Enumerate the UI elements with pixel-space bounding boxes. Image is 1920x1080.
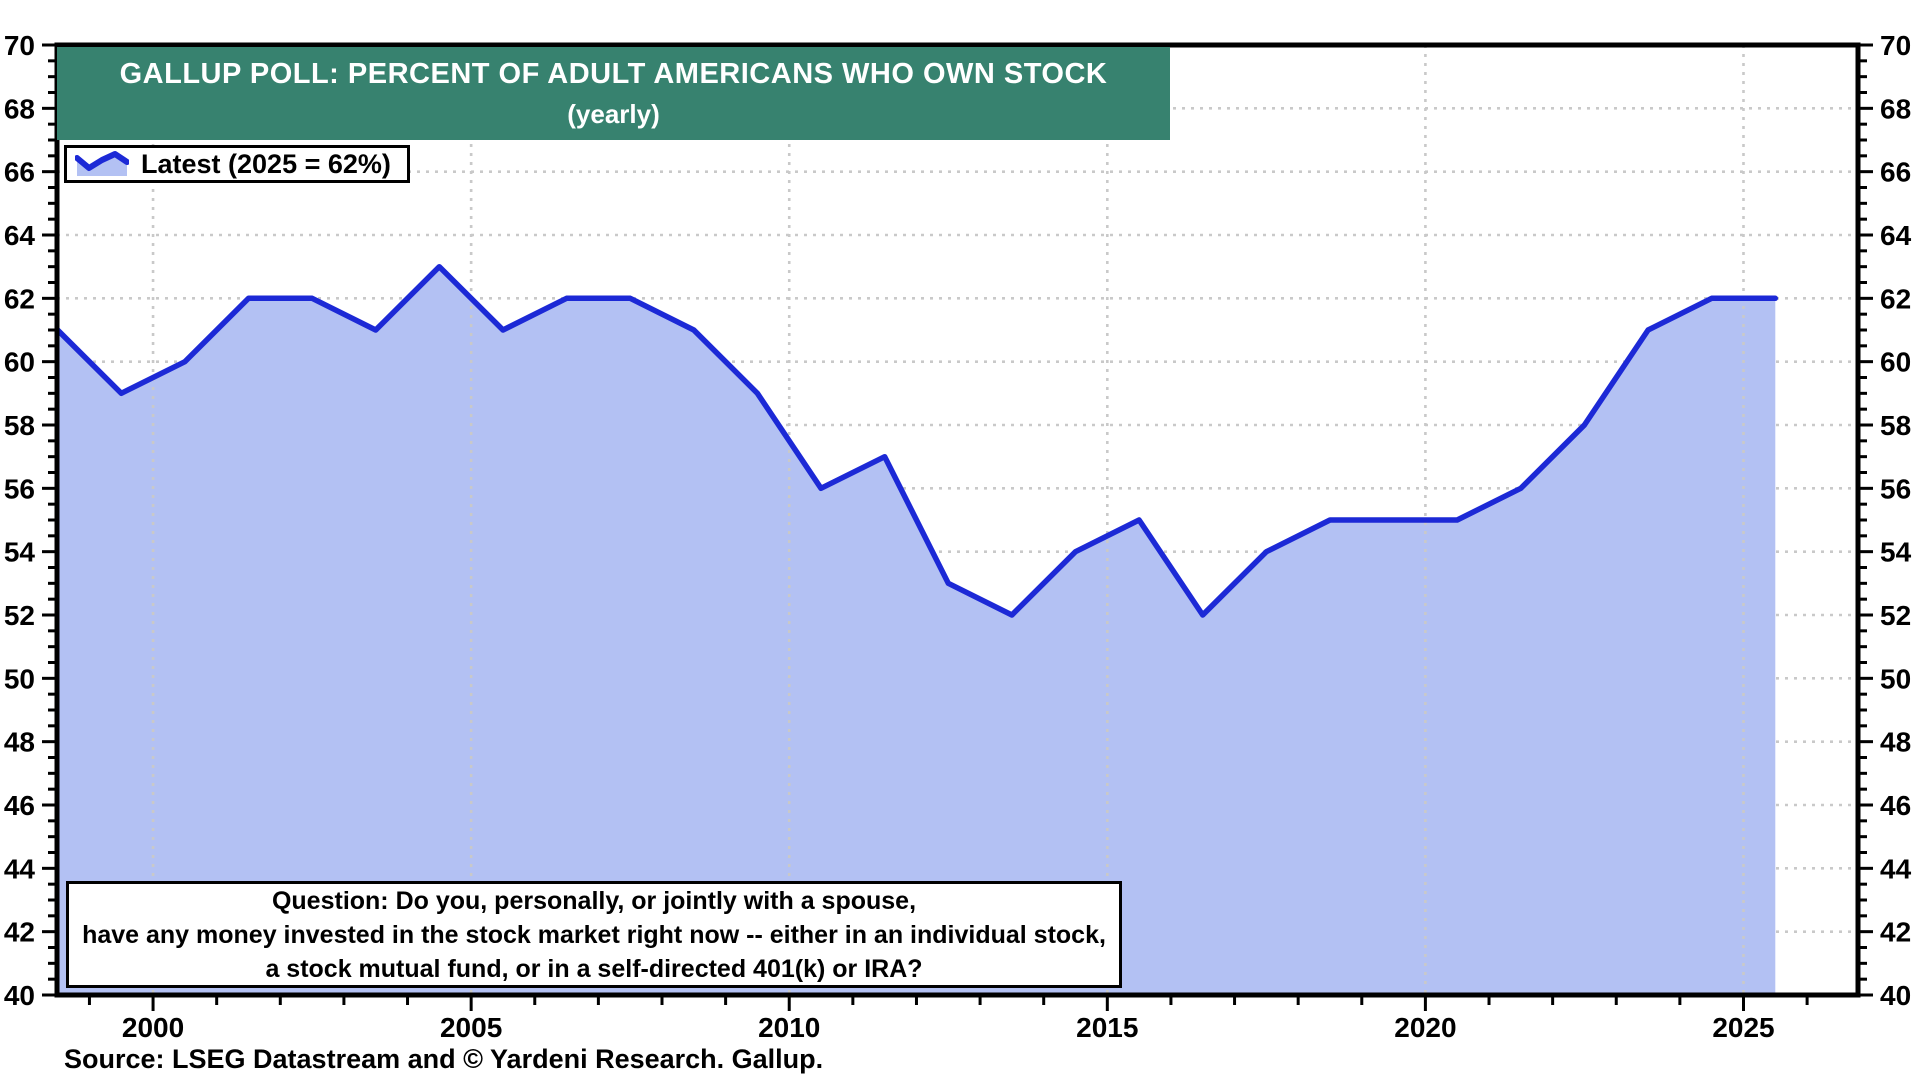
y-axis-label-left: 70 <box>4 30 35 61</box>
y-axis-label-left: 50 <box>4 663 35 694</box>
y-axis-label-left: 46 <box>4 790 35 821</box>
survey-question-box: Question: Do you, personally, or jointly… <box>66 881 1122 988</box>
y-axis-label-right: 68 <box>1880 93 1911 124</box>
y-axis-label-right: 56 <box>1880 473 1911 504</box>
x-axis-label: 2000 <box>122 1012 184 1043</box>
series-line <box>54 263 1779 618</box>
x-axis-label: 2010 <box>758 1012 820 1043</box>
y-axis-label-left: 64 <box>4 220 36 251</box>
y-axis-label-left: 66 <box>4 157 35 188</box>
legend: Latest (2025 = 62%) <box>64 145 410 183</box>
legend-label: Latest (2025 = 62%) <box>141 148 391 179</box>
y-axis-label-right: 60 <box>1880 347 1911 378</box>
chart-title: GALLUP POLL: PERCENT OF ADULT AMERICANS … <box>119 57 1108 90</box>
y-axis-label-right: 48 <box>1880 727 1911 758</box>
x-axis-label: 2020 <box>1394 1012 1456 1043</box>
y-axis-label-left: 48 <box>4 727 35 758</box>
y-axis-label-right: 52 <box>1880 600 1911 631</box>
y-axis-label-left: 68 <box>4 93 35 124</box>
x-axis-label: 2015 <box>1076 1012 1138 1043</box>
y-axis-label-left: 52 <box>4 600 35 631</box>
source-attribution: Source: LSEG Datastream and © Yardeni Re… <box>64 1044 824 1074</box>
y-axis-label-right: 42 <box>1880 917 1911 948</box>
legend-line-marker-icon <box>75 151 129 176</box>
y-axis-label-right: 40 <box>1880 980 1911 1011</box>
y-axis-label-right: 66 <box>1880 157 1911 188</box>
x-axis-label: 2005 <box>440 1012 502 1043</box>
chart-subtitle: (yearly) <box>567 98 660 129</box>
y-axis-label-right: 50 <box>1880 663 1911 694</box>
chart-title-banner: GALLUP POLL: PERCENT OF ADULT AMERICANS … <box>57 47 1170 140</box>
y-axis-label-left: 54 <box>4 537 36 568</box>
y-axis-label-right: 70 <box>1880 30 1911 61</box>
x-axis-label: 2025 <box>1712 1012 1774 1043</box>
y-axis-label-left: 60 <box>4 347 35 378</box>
y-axis-label-left: 42 <box>4 917 35 948</box>
question-line-2: have any money invested in the stock mar… <box>82 920 1106 949</box>
y-axis-label-right: 44 <box>1880 853 1912 884</box>
y-axis-label-right: 46 <box>1880 790 1911 821</box>
y-axis-label-left: 56 <box>4 473 35 504</box>
y-axis-label-left: 44 <box>4 853 36 884</box>
y-axis-label-right: 62 <box>1880 283 1911 314</box>
y-axis-label-right: 54 <box>1880 537 1912 568</box>
y-axis-label-left: 58 <box>4 410 35 441</box>
y-axis-label-right: 58 <box>1880 410 1911 441</box>
question-line-3: a stock mutual fund, or in a self-direct… <box>265 954 923 983</box>
series-area-fill <box>57 266 1776 995</box>
question-line-1: Question: Do you, personally, or jointly… <box>271 886 917 915</box>
y-axis-label-left: 40 <box>4 980 35 1011</box>
y-axis-label-left: 62 <box>4 283 35 314</box>
y-axis-label-right: 64 <box>1880 220 1912 251</box>
